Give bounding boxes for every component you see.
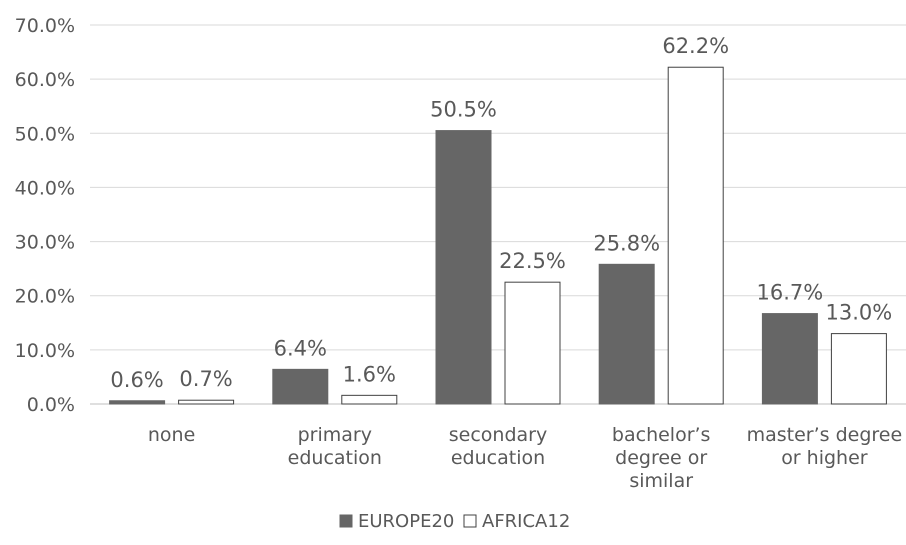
y-tick-label: 50.0% bbox=[15, 123, 75, 145]
category-label: primary bbox=[298, 424, 372, 446]
bar-europe20 bbox=[272, 368, 329, 405]
data-label: 25.8% bbox=[593, 231, 660, 255]
category-label: education bbox=[451, 447, 545, 469]
bar-europe20 bbox=[761, 313, 818, 405]
y-tick-label: 40.0% bbox=[15, 177, 75, 199]
legend-swatch-africa12 bbox=[463, 514, 477, 528]
category-label: education bbox=[288, 447, 382, 469]
category-labels: none primaryeducationsecondaryeducationba… bbox=[148, 424, 902, 492]
legend: EUROPE20 AFRICA12 bbox=[339, 511, 570, 532]
category-label: similar bbox=[629, 470, 693, 492]
y-tick-label: 60.0% bbox=[15, 69, 75, 91]
bar-europe20 bbox=[109, 400, 166, 405]
y-tick-label: 0.0% bbox=[27, 394, 75, 416]
legend-label: EUROPE20 bbox=[358, 511, 454, 532]
data-label: 62.2% bbox=[662, 34, 729, 58]
bar-europe20 bbox=[598, 263, 655, 405]
data-label: 6.4% bbox=[274, 336, 327, 360]
data-label: 0.6% bbox=[110, 368, 163, 392]
category-label: master’s degree bbox=[747, 424, 903, 446]
data-label: 13.0% bbox=[826, 301, 893, 325]
bars bbox=[109, 66, 887, 405]
data-labels: 0.6% 0.7% 6.4% 1.6% 50.5% 22.5% 25.8% 62.2% 16.7… bbox=[110, 34, 892, 392]
grid-layer bbox=[90, 24, 906, 405]
legend-label: AFRICA12 bbox=[482, 511, 570, 532]
y-tick-label: 70.0% bbox=[15, 15, 75, 37]
category-label: or higher bbox=[781, 447, 868, 469]
y-tick-label: 30.0% bbox=[15, 232, 75, 254]
category-label: degree or bbox=[615, 447, 707, 469]
bar-africa12 bbox=[341, 394, 398, 405]
bar-africa12 bbox=[504, 281, 561, 405]
data-label: 16.7% bbox=[757, 281, 824, 305]
y-tick-label: 10.0% bbox=[15, 340, 75, 362]
bar-africa12 bbox=[830, 333, 887, 405]
y-tick-label: 20.0% bbox=[15, 286, 75, 308]
category-label: bachelor’s bbox=[612, 424, 711, 446]
category-label: none bbox=[148, 424, 195, 446]
bar-africa12 bbox=[667, 66, 724, 405]
bar-africa12 bbox=[178, 399, 235, 405]
y-axis-ticks: 0.0% 10.0% 20.0% 30.0% 40.0% 50.0% 60.0% 70.0% bbox=[15, 15, 75, 416]
data-label: 50.5% bbox=[430, 98, 497, 122]
data-label: 1.6% bbox=[343, 362, 396, 386]
bar-europe20 bbox=[435, 130, 492, 405]
legend-swatch-europe20 bbox=[339, 514, 353, 528]
category-label: secondary bbox=[449, 424, 547, 446]
data-label: 22.5% bbox=[499, 249, 566, 273]
data-label: 0.7% bbox=[179, 367, 232, 391]
